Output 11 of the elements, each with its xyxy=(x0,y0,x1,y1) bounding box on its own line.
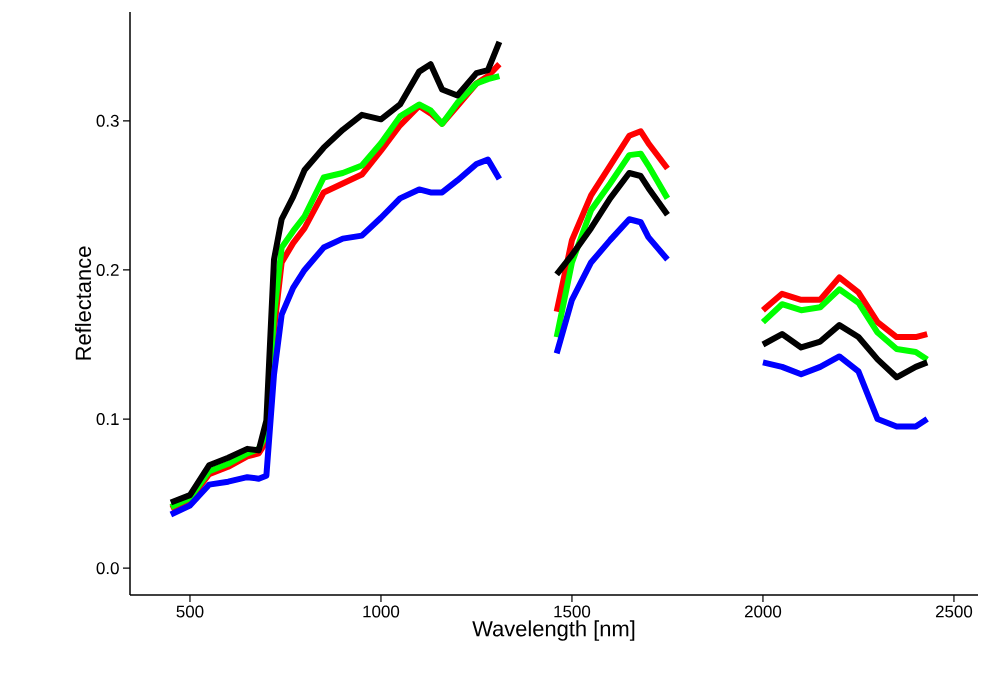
y-tick-label: 0.0 xyxy=(96,562,119,575)
y-tick-label: 0.1 xyxy=(96,413,119,426)
x-tick-label: 1000 xyxy=(363,605,400,618)
y-tick-label: 0.2 xyxy=(96,263,119,276)
x-axis-title: Wavelength [nm] xyxy=(472,620,635,641)
x-tick-label: 2500 xyxy=(935,605,973,618)
y-axis-title: Reflectance xyxy=(74,246,92,360)
x-tick-label: 2000 xyxy=(744,605,782,618)
x-tick-label: 500 xyxy=(176,605,204,618)
y-tick-label: 0.3 xyxy=(96,114,119,127)
x-tick-label: 1500 xyxy=(554,605,591,618)
